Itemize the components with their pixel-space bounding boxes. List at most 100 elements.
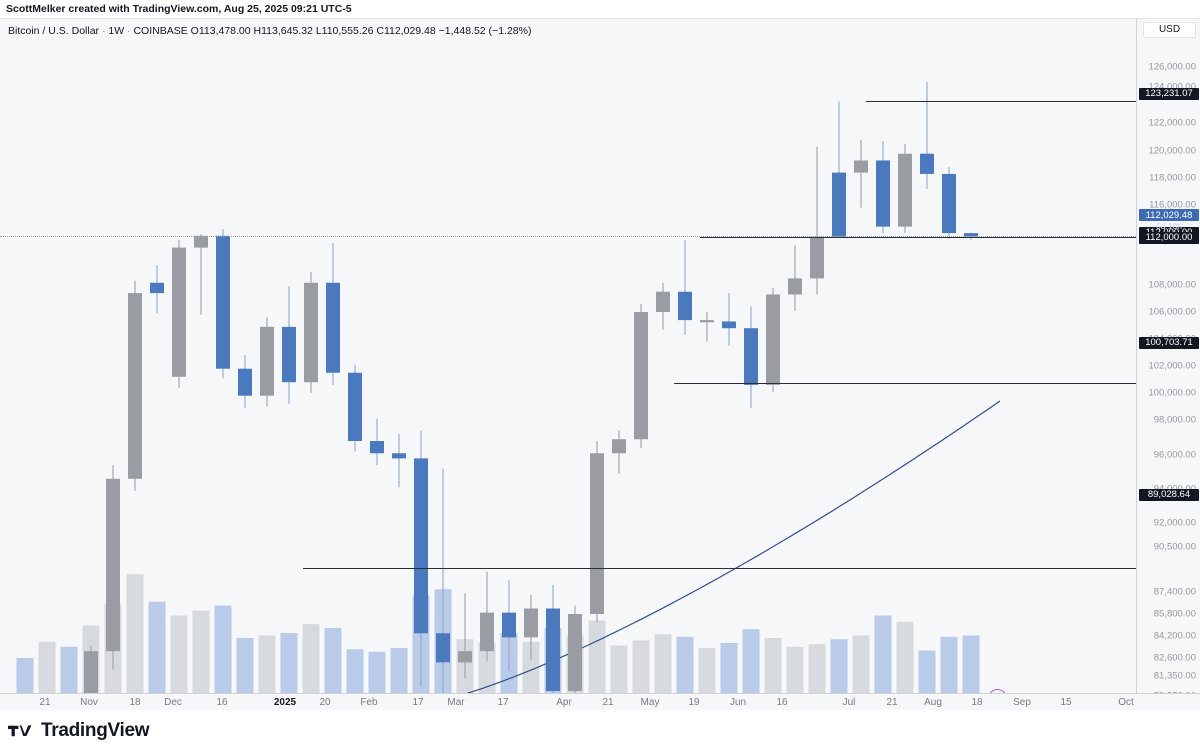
price-tick: 122,000.00 — [1148, 117, 1196, 129]
candle-body — [590, 453, 604, 614]
volume-bar — [962, 635, 980, 693]
price-tick: 116,000.00 — [1149, 199, 1196, 211]
volume-bar — [654, 634, 672, 693]
price-tick: 100,000.00 — [1148, 387, 1196, 399]
support-ray[interactable] — [674, 383, 1136, 385]
time-tick: Apr — [556, 697, 572, 708]
price-tick: 118,000.00 — [1149, 172, 1196, 184]
time-tick: 18 — [971, 697, 983, 708]
time-tick: Nov — [80, 697, 98, 708]
price-tick: 120,000.00 — [1148, 145, 1196, 157]
candle-body — [502, 612, 516, 638]
volume-bar — [786, 646, 804, 693]
price-tick: 85,800.00 — [1153, 608, 1196, 620]
price-tick: 82,600.00 — [1153, 652, 1196, 664]
candle-body — [194, 235, 208, 248]
volume-bar — [16, 658, 34, 693]
volume-bar — [522, 641, 540, 693]
last-price-value: 112,029.48 — [1145, 210, 1193, 221]
candle-body — [854, 160, 868, 173]
time-tick: Dec — [164, 697, 182, 708]
volume-bar — [940, 636, 958, 693]
candle-body — [480, 612, 494, 652]
time-tick: May — [640, 697, 660, 708]
legend-change: −1,448.52 (−1.28%) — [438, 25, 532, 37]
volume-bar — [720, 643, 738, 693]
candlestick-series — [84, 82, 978, 693]
support-level-badge[interactable]: 100,703.71 — [1139, 337, 1199, 349]
legend-sep-2: · — [127, 25, 131, 37]
candle-body — [524, 608, 538, 638]
volume-bar — [852, 635, 870, 693]
last-price-badge[interactable]: 112,029.48 6d 10h 112,000.00 — [1139, 209, 1199, 244]
volume-bar — [302, 624, 320, 693]
volume-bar — [258, 635, 276, 693]
candle-body — [568, 614, 582, 691]
volume-bar — [632, 640, 650, 693]
price-tick: 102,000.00 — [1148, 360, 1196, 372]
candle-body — [744, 328, 758, 385]
last-price-round: 112,000.00 — [1139, 232, 1199, 244]
lower-support-badge[interactable]: 89,028.64 — [1139, 489, 1199, 501]
lower-support-ray[interactable] — [303, 568, 1136, 570]
legend-open: O113,478.00 — [190, 25, 251, 37]
volume-bar — [368, 651, 386, 693]
time-tick: Feb — [360, 697, 378, 708]
time-tick: Jun — [729, 697, 747, 708]
price-tick: 81,350.00 — [1153, 670, 1196, 682]
time-tick: Oct — [1118, 697, 1134, 708]
time-tick: 17 — [497, 697, 509, 708]
bar-countdown: 6d 10h — [1156, 221, 1182, 231]
tradingview-wordmark: TradingView — [41, 719, 150, 741]
legend-interval[interactable]: 1W — [108, 25, 125, 37]
volume-bar — [346, 649, 364, 693]
volume-bar — [390, 648, 408, 693]
volume-bar — [236, 638, 254, 693]
chart-frame: Bitcoin / U.S. Dollar · 1W · COINBASE O1… — [0, 18, 1200, 751]
volume-bar — [214, 605, 232, 693]
resistance-high-badge[interactable]: 123,231.07 — [1139, 88, 1199, 100]
candle-body — [810, 236, 824, 279]
volume-bar — [126, 574, 144, 693]
candle-body — [260, 326, 274, 396]
candle-body — [238, 368, 252, 396]
candle-body — [392, 453, 406, 459]
volume-bar — [192, 610, 210, 693]
time-tick: 16 — [216, 697, 228, 708]
candle-body — [656, 291, 670, 312]
price-tick: 124,000.00 — [1148, 81, 1196, 93]
volume-bar — [60, 646, 78, 693]
attribution-text: ScottMelker created with TradingView.com… — [0, 0, 1200, 18]
candle-body — [722, 321, 736, 329]
time-tick: 16 — [776, 697, 788, 708]
volume-bar — [148, 601, 166, 693]
time-axis[interactable]: 21 Nov 18 Dec 16 2025 20 Feb 17 Mar 17 Apr 21 May 19 Ju… — [0, 693, 1200, 711]
legend-high: H113,645.32 — [253, 25, 313, 37]
volume-bar — [676, 636, 694, 693]
time-tick: 17 — [412, 697, 424, 708]
candle-body — [700, 320, 714, 323]
volume-bar — [588, 620, 606, 693]
chart-legend: Bitcoin / U.S. Dollar · 1W · COINBASE O1… — [8, 25, 531, 37]
volume-bar — [324, 628, 342, 693]
time-tick: 21 — [886, 697, 898, 708]
legend-symbol[interactable]: Bitcoin / U.S. Dollar — [8, 25, 100, 37]
candle-body — [942, 173, 956, 234]
legend-exchange: COINBASE — [133, 25, 188, 37]
resistance-high-ray[interactable] — [866, 100, 1136, 102]
candle-body — [612, 439, 626, 454]
candle-body — [326, 282, 340, 373]
volume-series — [16, 574, 980, 693]
plot-area[interactable]: Bitcoin / U.S. Dollar · 1W · COINBASE O1… — [0, 19, 1136, 693]
legend-close: C112,029.48 — [376, 25, 436, 37]
time-tick: 18 — [129, 697, 141, 708]
round-112k-ray[interactable] — [700, 236, 1136, 238]
price-axis[interactable]: USD 126,000.00 124,000.00 122,000.00 120,00… — [1136, 19, 1200, 751]
candle-body — [282, 326, 296, 383]
candle-body — [898, 153, 912, 227]
current-price-guide — [0, 236, 1136, 238]
price-tick: 87,400.00 — [1153, 586, 1196, 598]
candle-body — [216, 235, 230, 369]
time-tick: 20 — [319, 697, 331, 708]
